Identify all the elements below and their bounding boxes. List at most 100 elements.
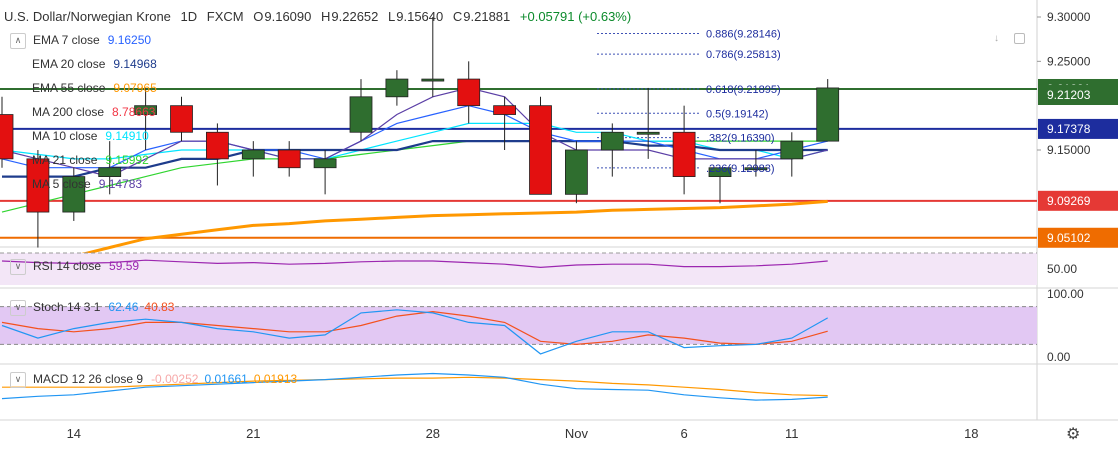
collapse-chevron-icon[interactable]: ∨	[10, 259, 26, 275]
price-axis-label: 9.30000	[1047, 10, 1091, 24]
change-value: +0.05791 (+0.63%)	[519, 9, 632, 24]
candle-body	[385, 78, 409, 98]
time-axis-label: 18	[964, 426, 978, 441]
stoch-d-value: 40.83	[144, 300, 175, 315]
rsi-legend[interactable]: ∨ RSI 14 close 59.59	[10, 259, 139, 275]
candle-body	[708, 167, 732, 178]
stoch-name: Stoch 14 3 1	[33, 300, 101, 315]
fib-level-label: 0.886(9.28146)	[706, 28, 781, 40]
indicator-value: 9.07965	[113, 81, 157, 95]
stoch-k-value: 62.46	[108, 300, 139, 315]
exchange: FXCM	[206, 9, 244, 24]
price-tag	[1038, 118, 1118, 139]
indicator-name: MA 5 close	[32, 177, 91, 191]
legend-row-ma21[interactable]: MA 21 close 9.15992	[10, 152, 157, 176]
candle-body	[277, 149, 301, 169]
candle-body	[134, 105, 158, 115]
fib-level-label: .236(9.12983)	[706, 163, 775, 175]
open-label: O	[253, 9, 264, 24]
indicator-value: 9.14968	[113, 57, 157, 71]
stoch-legend[interactable]: ∨ Stoch 14 3 1 62.46 40.83	[10, 300, 174, 316]
candle-body	[349, 96, 373, 133]
candle-body	[98, 167, 122, 178]
symbol-title: U.S. Dollar/Norwegian Krone	[4, 9, 171, 24]
interval[interactable]: 1D	[180, 9, 198, 24]
indicator-name: MA 10 close	[32, 129, 98, 143]
candle-body	[457, 78, 481, 107]
candle-body	[780, 140, 804, 160]
symbol-header: U.S. Dollar/Norwegian Krone 1D FXCM O9.1…	[4, 9, 631, 24]
price-axis-label: 9.25000	[1047, 54, 1091, 68]
collapse-chevron-icon[interactable]: ∨	[10, 372, 26, 388]
stoch-k-line	[1, 309, 828, 355]
indicator-name: EMA 7 close	[33, 33, 100, 47]
legend-row-ema7[interactable]: ∧ EMA 7 close 9.16250	[10, 32, 157, 56]
candle-body	[313, 158, 337, 169]
indicator-value: 9.14910	[105, 129, 149, 143]
fib-level-label: 0.618(9.21895)	[706, 84, 781, 96]
macd-line-value: 0.01661	[204, 372, 248, 387]
indicator-name: MA 200 close	[32, 105, 105, 119]
indicator-legend: ∧ EMA 7 close 9.16250 EMA 20 close 9.14968 …	[10, 32, 157, 200]
rsi-value: 59.59	[109, 259, 140, 274]
time-axis-label: 28	[426, 426, 440, 441]
open-value: 9.16090	[264, 9, 312, 24]
ema55-line	[1, 199, 828, 285]
fib-level-label: 0.5(9.19142)	[706, 108, 768, 120]
time-axis-label: 21	[246, 426, 260, 441]
price-tag	[1038, 190, 1118, 211]
indicator-name: MA 21 close	[32, 153, 98, 167]
indicator-name: EMA 20 close	[32, 57, 106, 71]
candle-body	[600, 131, 624, 151]
legend-row-ema20[interactable]: EMA 20 close 9.14968	[10, 56, 157, 80]
indicator-value: 9.14783	[98, 177, 143, 191]
legend-row-ma200[interactable]: MA 200 close 8.78663	[10, 104, 157, 128]
candle-body	[421, 78, 445, 82]
macd-name: MACD 12 26 close 9	[33, 372, 144, 387]
indicator-name: EMA 55 close	[32, 81, 106, 95]
candle-body	[62, 176, 86, 213]
stoch-band	[0, 306, 1037, 345]
macd-line	[1, 372, 828, 401]
candle-body	[26, 158, 50, 213]
candle-body	[170, 105, 193, 133]
legend-row-ema55[interactable]: EMA 55 close 9.07965	[10, 80, 157, 104]
legend-row-ma10[interactable]: MA 10 close 9.14910	[10, 128, 157, 152]
candle-body	[744, 167, 768, 171]
indicator-value: 9.16250	[107, 33, 152, 47]
settings-gear-icon[interactable]: ⚙	[1066, 426, 1081, 443]
legend-row-ma5[interactable]: MA 5 close 9.14783	[10, 176, 157, 200]
high-label: H	[321, 9, 331, 24]
stoch-d-line	[1, 310, 828, 346]
macd-hist-value: -0.00252	[151, 372, 199, 387]
candle-body	[241, 149, 265, 160]
time-axis-label: 14	[67, 426, 81, 441]
collapse-chevron-icon[interactable]: ∧	[10, 32, 26, 49]
collapse-chevron-icon[interactable]: ∨	[10, 300, 26, 316]
macd-legend[interactable]: ∨ MACD 12 26 close 9 -0.00252 0.01661 0.0191…	[10, 372, 297, 388]
download-icon[interactable]: ↓	[994, 33, 999, 44]
candle-body	[565, 149, 588, 195]
rsi-axis-label: 50.00	[1047, 262, 1077, 276]
price-tag	[1038, 227, 1118, 248]
macd-signal-value: 0.01913	[253, 372, 298, 387]
candle-body	[493, 105, 517, 115]
price-tag-label: 9.05102	[1047, 231, 1091, 245]
fib-level-label: 0.786(9.25813)	[706, 49, 781, 61]
stoch-axis-label: 0.00	[1047, 350, 1071, 364]
close-label: C	[452, 9, 463, 24]
candle-body	[0, 114, 14, 160]
price-axis-label: 9.15000	[1047, 143, 1091, 157]
candle-body	[205, 131, 229, 160]
low-label: L	[388, 9, 396, 24]
maximize-icon[interactable]	[1014, 33, 1025, 44]
close-value: 9.21881	[463, 9, 511, 24]
high-value: 9.22652	[331, 9, 379, 24]
candle-body	[816, 87, 840, 142]
time-axis-label: 6	[680, 426, 687, 441]
low-value: 9.15640	[396, 9, 444, 24]
price-tag	[1038, 85, 1118, 106]
candle-body	[672, 131, 696, 177]
